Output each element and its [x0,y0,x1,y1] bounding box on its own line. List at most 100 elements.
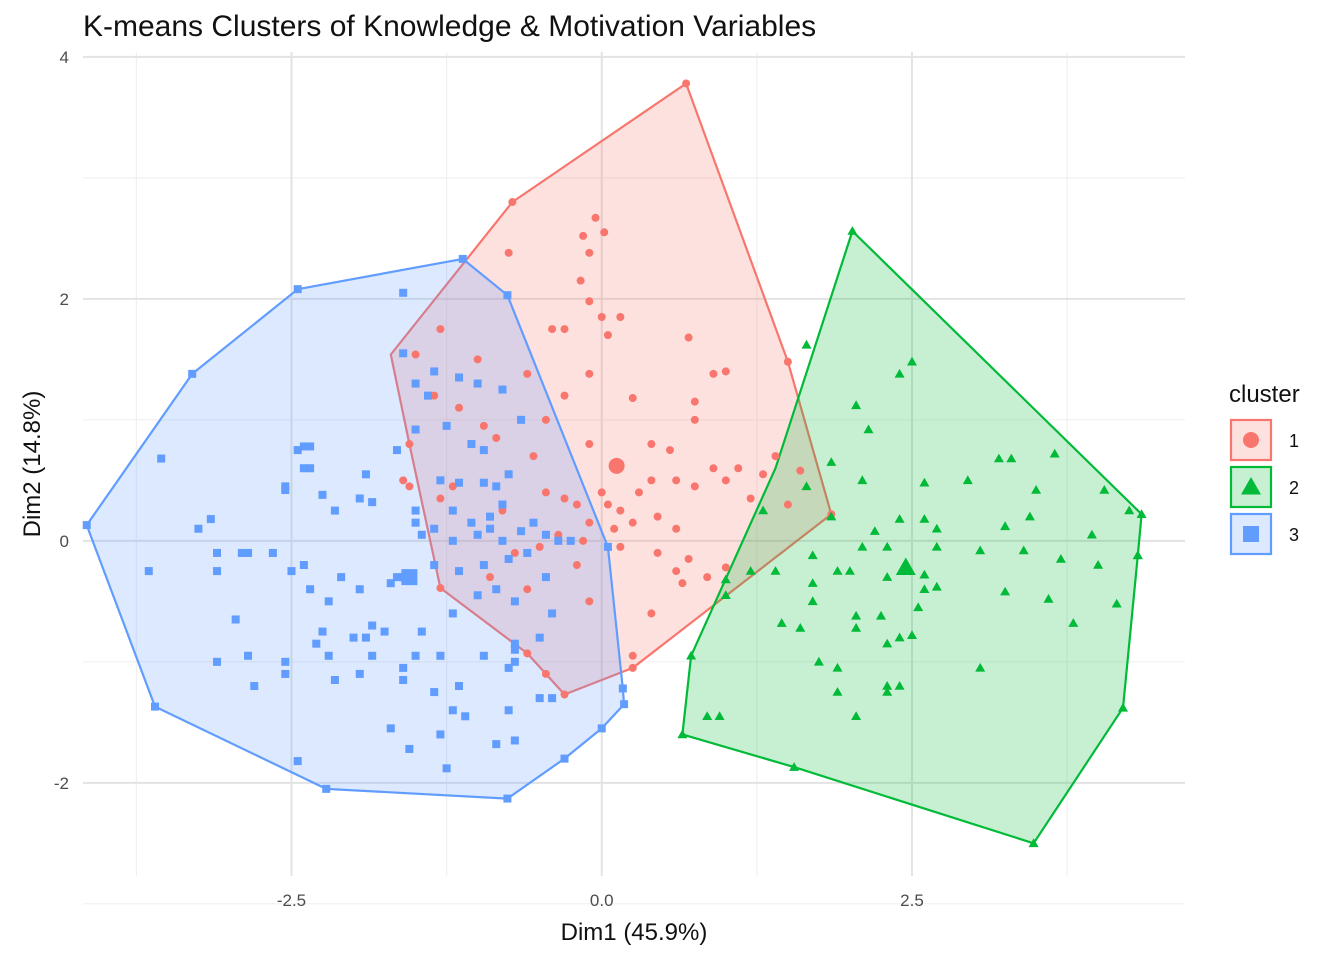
data-point-cluster-1 [628,651,637,660]
data-point-cluster-3 [399,288,408,297]
data-point-cluster-2 [882,638,893,648]
data-point-cluster-1 [436,494,445,503]
data-point-cluster-1 [560,391,569,400]
y-tick-label: 0 [60,532,69,551]
data-point-cluster-2 [894,368,905,378]
data-point-cluster-1 [734,464,743,473]
data-point-cluster-2 [832,687,843,696]
data-point-cluster-2 [913,602,924,612]
data-point-cluster-3 [231,615,240,624]
data-point-cluster-3 [529,518,538,527]
data-point-cluster-2 [677,729,688,739]
data-point-cluster-1 [690,397,699,406]
data-point-cluster-2 [975,662,986,672]
data-point-cluster-1 [647,440,656,449]
data-point-cluster-2 [931,523,942,533]
data-point-cluster-1 [600,228,609,237]
data-point-cluster-2 [851,400,862,410]
data-point-cluster-3 [597,724,606,733]
data-point-cluster-2 [1028,838,1039,848]
data-point-cluster-1 [647,476,656,485]
data-point-cluster-2 [907,630,917,639]
data-point-cluster-1 [405,482,414,491]
data-point-cluster-1 [597,312,606,321]
data-point-cluster-3 [188,369,197,378]
cluster-hull-3 [85,257,626,800]
data-point-cluster-3 [458,254,467,263]
data-point-cluster-1 [436,325,445,334]
data-point-cluster-1 [492,433,501,442]
data-point-cluster-3 [461,712,470,721]
data-point-cluster-3 [299,464,308,473]
data-point-cluster-2 [813,656,824,666]
data-point-cluster-3 [330,506,339,515]
data-point-cluster-2 [1132,550,1143,560]
data-point-cluster-3 [399,349,408,358]
data-point-cluster-1 [585,440,594,449]
data-point-cluster-3 [355,494,364,503]
data-point-cluster-2 [801,339,812,349]
data-point-cluster-3 [523,548,532,557]
data-point-cluster-3 [392,573,401,582]
data-point-cluster-3 [194,524,203,533]
data-point-cluster-3 [144,567,153,576]
data-point-cluster-3 [436,476,445,485]
data-point-cluster-2 [882,572,893,581]
cluster-hull-2 [681,230,1143,845]
data-point-cluster-2 [975,545,986,555]
data-point-cluster-3 [430,524,439,533]
data-point-cluster-1 [548,325,557,334]
data-point-cluster-3 [368,651,377,660]
data-point-cluster-3 [405,744,414,753]
data-point-cluster-2 [882,681,893,690]
data-point-cluster-1 [672,476,681,485]
data-point-cluster-1 [690,415,699,424]
data-point-cluster-1 [541,488,550,497]
data-point-cluster-1 [399,476,408,485]
data-point-cluster-2 [1031,485,1042,494]
data-point-cluster-3 [324,597,333,606]
data-point-cluster-2 [1068,618,1079,627]
data-point-cluster-2 [993,453,1004,463]
data-point-cluster-3 [386,579,395,588]
data-point-cluster-2 [857,475,868,485]
data-point-cluster-3 [510,657,519,666]
data-point-cluster-1 [560,325,569,334]
data-point-cluster-3 [448,609,457,618]
data-point-cluster-3 [548,609,557,618]
data-point-cluster-3 [324,651,333,660]
data-point-cluster-3 [411,651,420,660]
data-point-cluster-3 [473,379,482,388]
legend-label-1: 1 [1289,431,1299,451]
data-point-cluster-1 [796,466,805,475]
data-point-cluster-3 [213,657,222,666]
data-point-cluster-1 [783,357,792,366]
data-point-cluster-1 [572,561,581,570]
data-point-cluster-2 [851,623,862,632]
data-point-cluster-3 [442,421,451,430]
data-point-cluster-3 [361,470,370,479]
data-point-cluster-3 [399,675,408,684]
data-point-cluster-3 [566,536,575,545]
data-point-cluster-1 [523,585,532,594]
chart-title: K-means Clusters of Knowledge & Motivati… [83,10,817,43]
legend-label-2: 2 [1289,478,1299,498]
data-point-cluster-3 [322,784,331,793]
data-point-cluster-3 [306,585,315,594]
data-point-cluster-1 [628,394,637,403]
data-point-cluster-2 [1093,560,1104,569]
data-point-cluster-3 [368,498,377,507]
data-point-cluster-3 [448,706,457,715]
data-point-cluster-1 [597,488,606,497]
data-point-cluster-1 [682,79,691,88]
data-point-cluster-2 [962,475,973,485]
data-point-cluster-3 [541,573,550,582]
legend-title: cluster [1229,381,1300,408]
data-point-cluster-1 [436,584,445,593]
data-point-cluster-3 [517,415,526,424]
data-point-cluster-3 [250,682,259,691]
data-point-cluster-3 [82,521,91,530]
data-point-cluster-3 [361,633,370,642]
data-point-cluster-1 [634,488,643,497]
data-point-cluster-2 [844,566,855,575]
